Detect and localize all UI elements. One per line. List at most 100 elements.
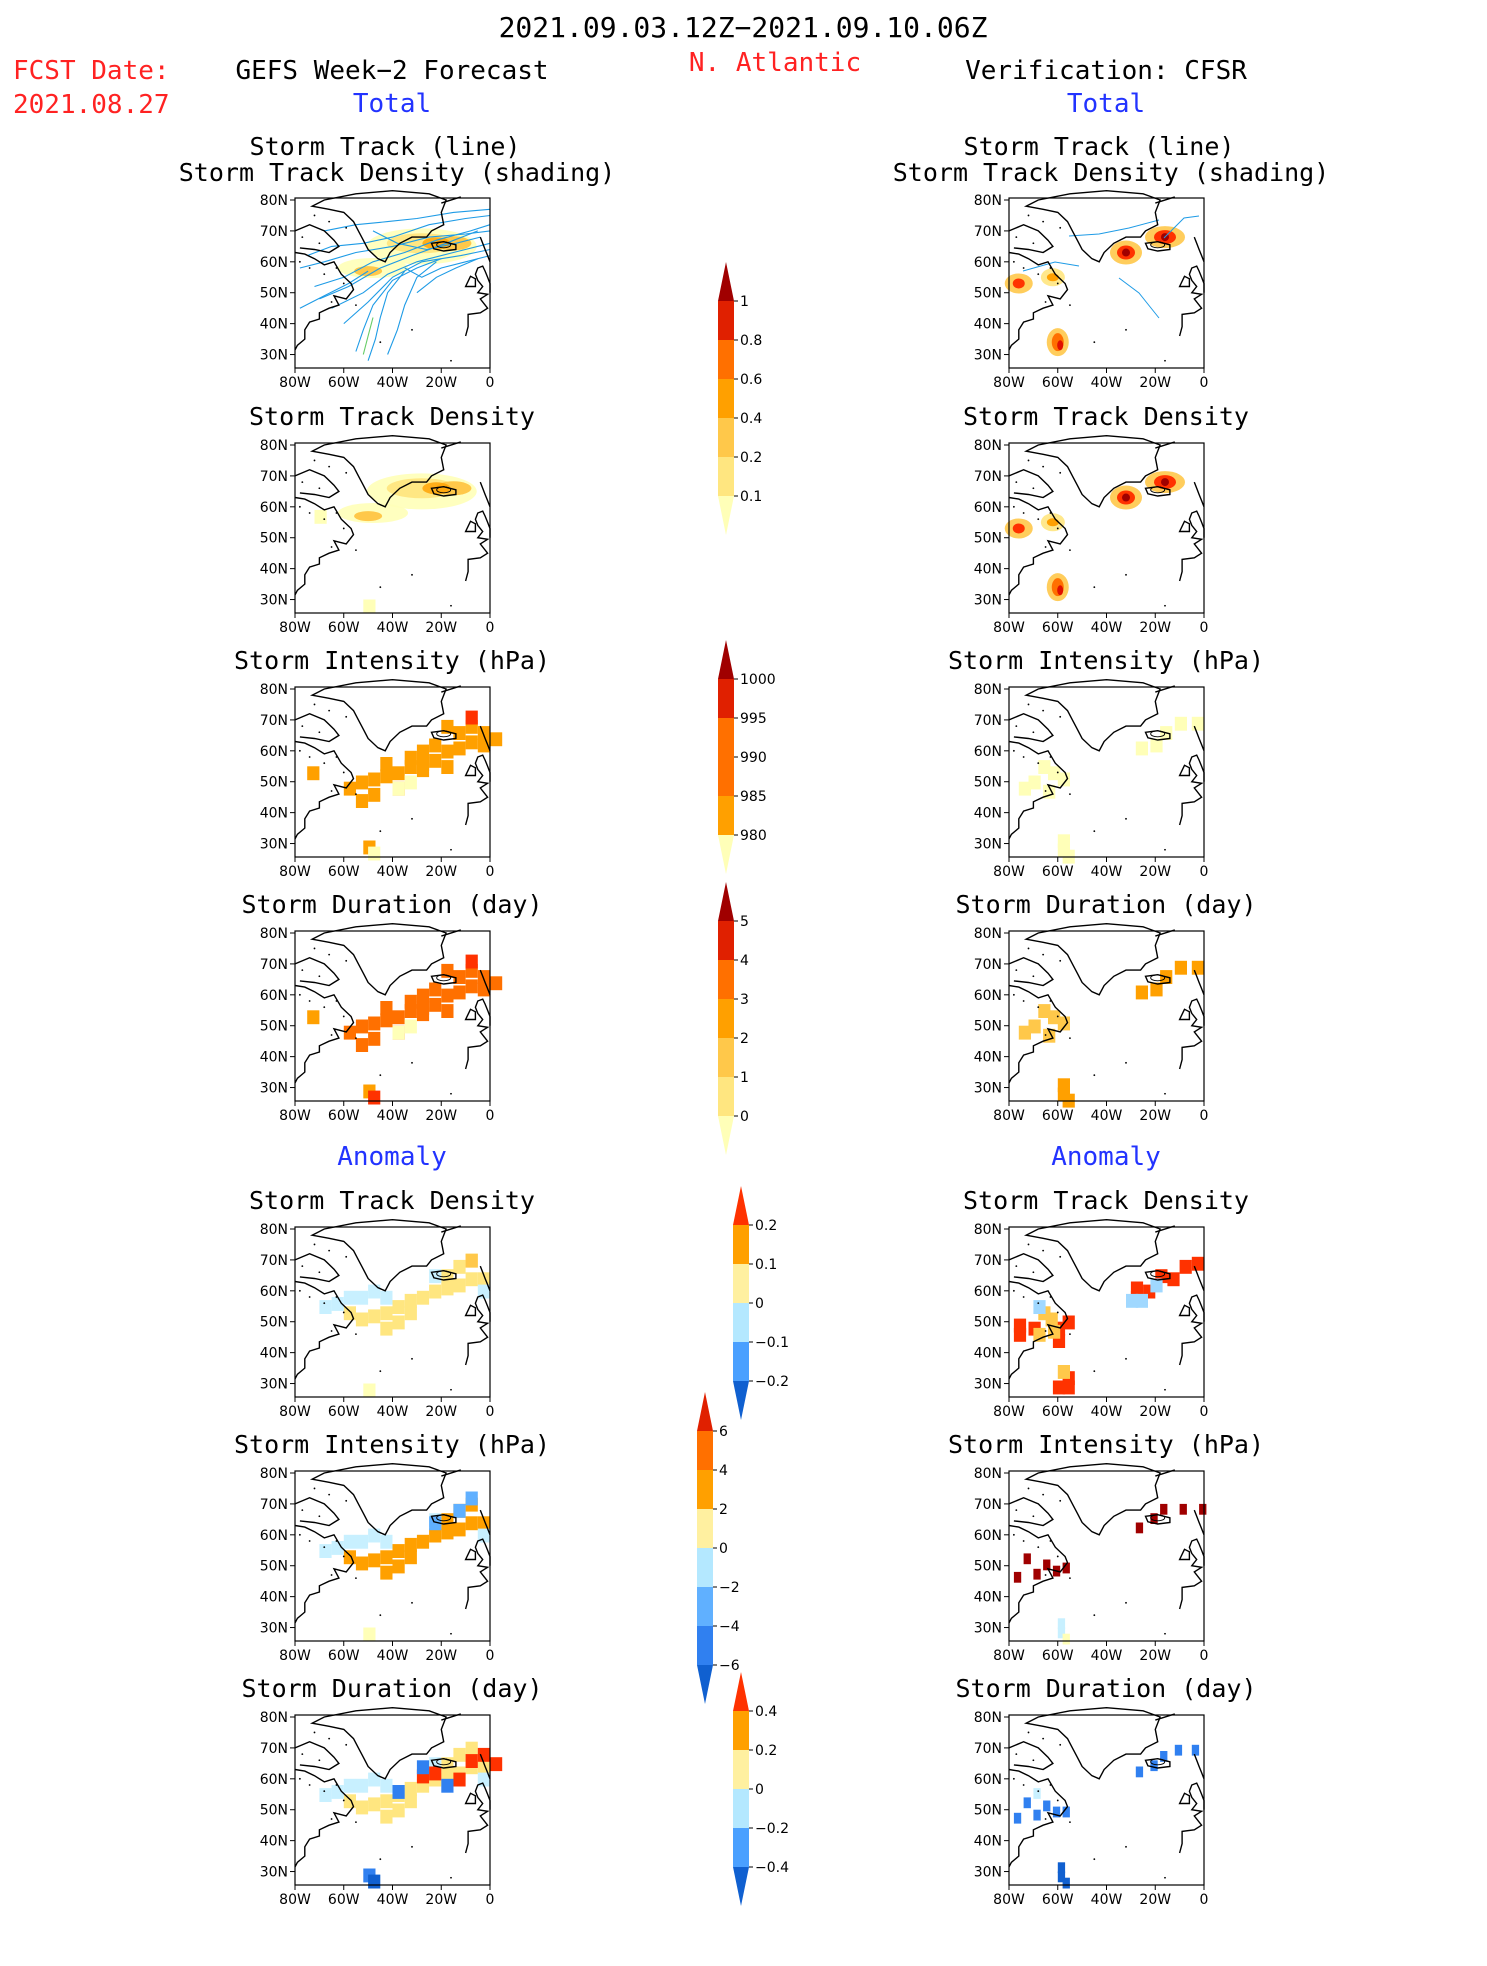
colorbar-segment [733, 1342, 749, 1381]
grid-cell [392, 1315, 405, 1330]
coastline-layer [294, 434, 491, 596]
grid-cell [1150, 1278, 1163, 1293]
grid-cell [355, 1534, 369, 1549]
grid-cell [1191, 716, 1204, 731]
coastline [464, 1294, 491, 1366]
colorbar-density-anomaly: 0.2 0.1 0 −0.1 −0.2 [733, 1186, 813, 1480]
lat-label: 50N [260, 775, 288, 791]
grid-cell [343, 1290, 356, 1305]
coastline [430, 973, 457, 985]
lat-label: 40N [260, 1050, 288, 1066]
coastline [479, 725, 491, 752]
grid-cell [343, 1534, 356, 1549]
grid-cell [355, 1556, 369, 1571]
island-dot [1015, 969, 1018, 971]
island-dot [1027, 459, 1030, 462]
grid-cell [355, 775, 369, 790]
grid-cell [343, 1306, 356, 1321]
map-forecast-density: 80N 70N 60N 50N 40N 30N 80W 60W 40W 20W 0 [260, 434, 494, 636]
island-dot [411, 1845, 413, 1848]
lat-label: 30N [974, 1377, 1002, 1393]
colorbar-label: 4 [740, 953, 749, 969]
colorbar-top-arrow [718, 882, 734, 921]
colorbar-label: 2 [719, 1502, 728, 1518]
coastline [294, 496, 355, 596]
island-dot [301, 725, 304, 727]
grid-cell [429, 1528, 442, 1543]
grid-cell [416, 1290, 430, 1305]
island-dot [1125, 1357, 1127, 1360]
lat-label: 80N [260, 682, 288, 698]
lon-label: 0 [1200, 375, 1209, 391]
lat-label: 70N [260, 1253, 288, 1269]
grid-cell [441, 988, 454, 1003]
grid-cell [404, 1293, 417, 1308]
lon-label: 20W [1139, 620, 1171, 636]
island-dot [345, 226, 348, 229]
lat-label: 50N [260, 531, 288, 547]
lat-label: 40N [974, 317, 1002, 333]
lon-label: 40W [1091, 864, 1123, 880]
grid-cell [465, 1253, 478, 1268]
lat-label: 30N [974, 1081, 1002, 1097]
grid-cell [368, 1284, 381, 1299]
lat-label: 40N [974, 1050, 1002, 1066]
grid-cell [477, 1772, 490, 1787]
colorbar-segment [697, 1548, 713, 1587]
island-dot [1015, 1265, 1018, 1267]
map-data-layer [314, 473, 477, 614]
map-data-layer [1004, 215, 1200, 357]
colorbar-label: 1000 [740, 672, 776, 688]
grid-cell [355, 1019, 369, 1034]
island-dot [1015, 725, 1018, 727]
storm-track-line [1118, 277, 1160, 319]
colorbar-label: −0.4 [755, 1860, 789, 1876]
map-svg: 80N 70N 60N 50N 40N 30N 80W 60W 40W 20W 0 [260, 922, 503, 1124]
grid-cell [1043, 784, 1056, 799]
lat-label: 70N [260, 224, 288, 240]
grid-cell [441, 1525, 454, 1540]
coastline [1008, 956, 1054, 987]
island-dot [450, 848, 452, 851]
title-r7: Storm Duration (day) [955, 1674, 1257, 1703]
lat-label: 80N [974, 1710, 1002, 1726]
coastline [294, 740, 355, 840]
left-anomaly-label: Anomaly [337, 1142, 447, 1172]
grid-cell [1160, 1503, 1168, 1515]
lat-label: 60N [974, 1772, 1002, 1788]
lon-label: 60W [1042, 620, 1074, 636]
grid-cell [1126, 1293, 1139, 1308]
grid-cell [453, 1259, 466, 1274]
map-data-layer [1013, 1256, 1204, 1395]
grid-cell [1191, 1256, 1204, 1271]
grid-cell [343, 1778, 356, 1793]
coastline [1008, 712, 1054, 743]
grid-cell [380, 1321, 393, 1336]
coastline [1008, 740, 1069, 840]
grid-cell [380, 1550, 393, 1565]
map-verif-track: 80N 70N 60N 50N 40N 30N 80W 60W 40W 20W 0 [974, 189, 1208, 391]
grid-cell [392, 1010, 405, 1025]
lat-label: 50N [974, 1559, 1002, 1575]
island-dot [1164, 1632, 1166, 1635]
grid-cell [465, 1491, 478, 1506]
grid-cell [368, 1016, 381, 1031]
grid-cell [368, 1031, 381, 1046]
coastline [1144, 485, 1171, 497]
grid-cell [453, 1278, 466, 1293]
map-frame [1008, 1470, 1205, 1642]
right-column-title: Verification: CFSR [965, 56, 1247, 86]
map-svg: 80N 70N 60N 50N 40N 30N 80W 60W 40W 20W 0 [260, 189, 494, 391]
colorbar-segment [718, 301, 734, 340]
grid-cell [1013, 1327, 1027, 1342]
island-dot [1042, 1249, 1045, 1252]
colorbar-intensity-anomaly: 6 4 2 0 −2 −4 −6 [697, 1392, 777, 1764]
title-l2: Storm Track Density [249, 402, 535, 431]
island-dot [1022, 1784, 1025, 1786]
storm-track-line [299, 270, 369, 309]
grid-cell [368, 846, 381, 861]
density-blob [354, 511, 383, 522]
coastline [1193, 481, 1205, 508]
colorbar-label: 0 [755, 1296, 764, 1312]
grid-cell [331, 1541, 344, 1555]
